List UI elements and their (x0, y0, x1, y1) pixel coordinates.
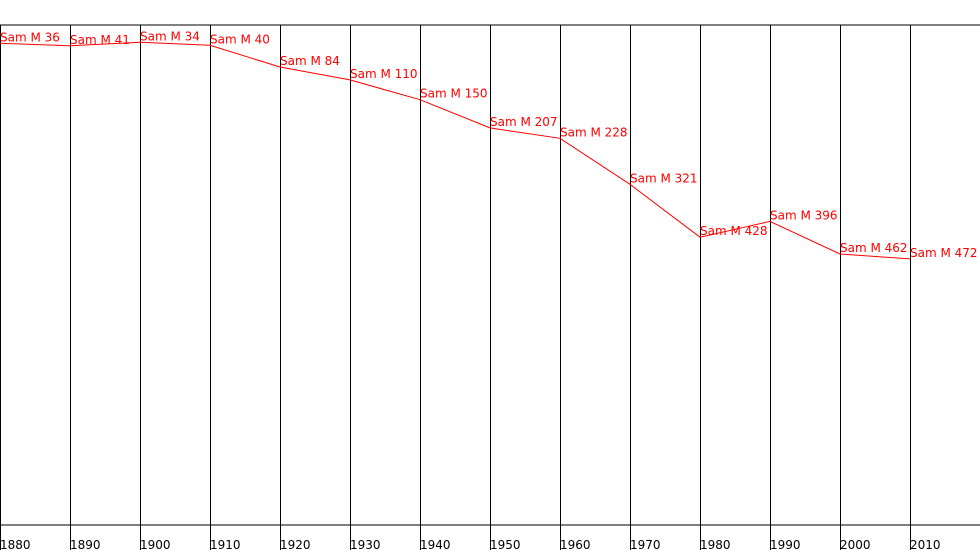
data-point-label: Sam M 150 (420, 87, 488, 101)
x-tick-label: 1880 (0, 538, 31, 550)
x-tick-label: 1890 (70, 538, 101, 550)
data-point-label: Sam M 110 (350, 67, 418, 81)
x-tick-label: 1910 (210, 538, 241, 550)
x-tick-label: 1900 (140, 538, 171, 550)
x-tick-label: 1990 (770, 538, 801, 550)
data-point-label: Sam M 34 (140, 29, 200, 43)
data-point-label: Sam M 228 (560, 125, 628, 139)
x-tick-label: 1970 (630, 538, 661, 550)
x-tick-label: 1920 (280, 538, 311, 550)
data-point-label: Sam M 428 (700, 224, 768, 238)
data-point-label: Sam M 462 (840, 241, 908, 255)
x-tick-label: 2000 (840, 538, 871, 550)
x-tick-label: 1930 (350, 538, 381, 550)
x-axis-tick-labels: 1880 1890 1900 1910 1920 1930 1940 1950 1960 1970… (0, 538, 941, 550)
data-point-label: Sam M 40 (210, 32, 270, 46)
data-point-label: Sam M 36 (0, 30, 60, 44)
x-tick-label: 1960 (560, 538, 591, 550)
x-tick-label: 1940 (420, 538, 451, 550)
series-layer: Sam M 36 Sam M 41 Sam M 34 Sam M 40 Sam M 84… (0, 29, 978, 260)
grid-lines (0, 24, 980, 550)
data-point-label: Sam M 396 (770, 208, 838, 222)
data-point-label: Sam M 321 (630, 171, 698, 185)
x-tick-label: 2010 (910, 538, 941, 550)
data-point-label: Sam M 84 (280, 54, 340, 68)
data-point-label: Sam M 41 (70, 33, 130, 47)
data-point-label: Sam M 207 (490, 115, 558, 129)
x-tick-label: 1980 (700, 538, 731, 550)
series-line (0, 41, 911, 260)
x-tick-label: 1950 (490, 538, 521, 550)
data-point-label: Sam M 472 (910, 246, 978, 260)
